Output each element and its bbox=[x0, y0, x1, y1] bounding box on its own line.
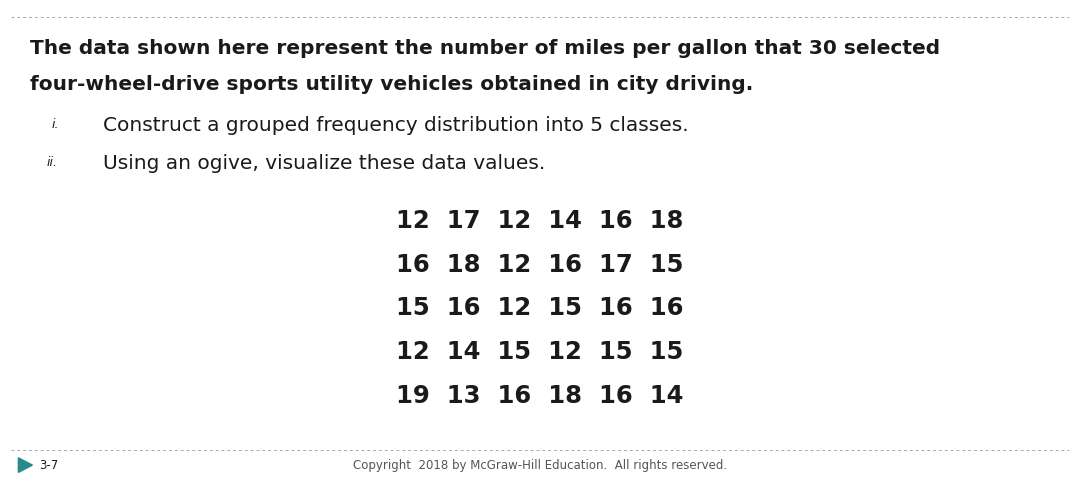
Text: 3-7: 3-7 bbox=[39, 459, 58, 471]
Text: 16  18  12  16  17  15: 16 18 12 16 17 15 bbox=[396, 253, 684, 277]
Text: i.: i. bbox=[52, 118, 59, 131]
Text: 15  16  12  15  16  16: 15 16 12 15 16 16 bbox=[396, 296, 684, 320]
Text: 12  14  15  12  15  15: 12 14 15 12 15 15 bbox=[396, 340, 684, 364]
Text: The data shown here represent the number of miles per gallon that 30 selected: The data shown here represent the number… bbox=[30, 39, 941, 58]
Text: Construct a grouped frequency distribution into 5 classes.: Construct a grouped frequency distributi… bbox=[103, 116, 688, 135]
Text: 19  13  16  18  16  14: 19 13 16 18 16 14 bbox=[396, 384, 684, 408]
Text: Copyright  2018 by McGraw-Hill Education.  All rights reserved.: Copyright 2018 by McGraw-Hill Education.… bbox=[353, 459, 727, 471]
Polygon shape bbox=[18, 458, 32, 472]
Text: 12  17  12  14  16  18: 12 17 12 14 16 18 bbox=[396, 209, 684, 233]
Text: ii.: ii. bbox=[46, 156, 57, 169]
Text: Using an ogive, visualize these data values.: Using an ogive, visualize these data val… bbox=[103, 154, 544, 173]
Text: four-wheel-drive sports utility vehicles obtained in city driving.: four-wheel-drive sports utility vehicles… bbox=[30, 75, 754, 94]
